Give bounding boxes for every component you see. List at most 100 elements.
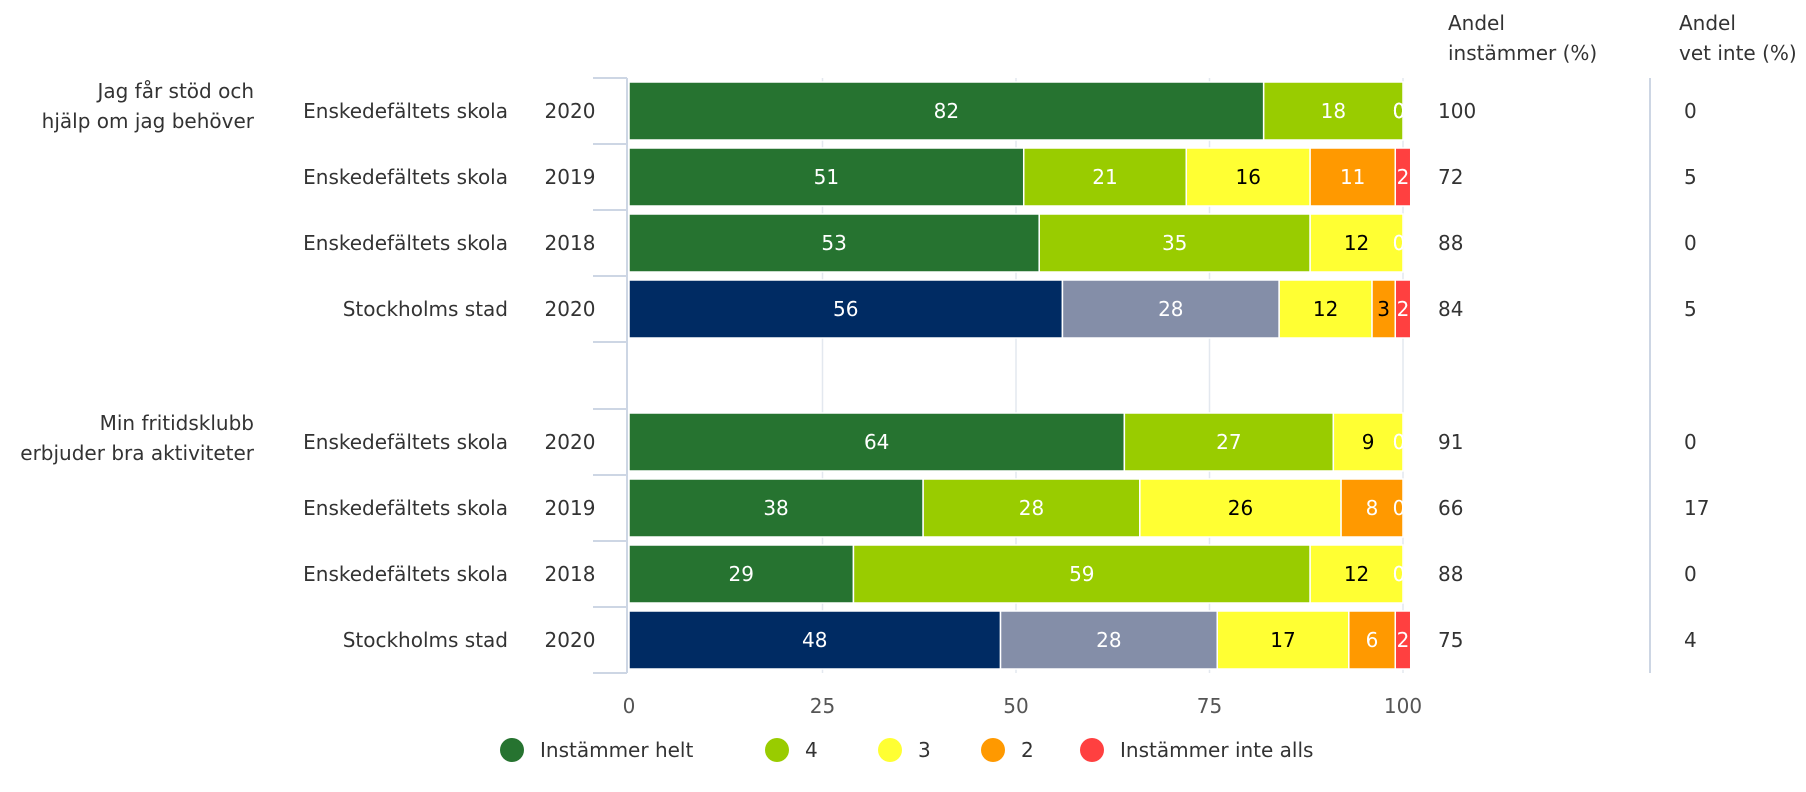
bar-segment: [1309, 213, 1404, 273]
dontknow-share-value: 0: [1684, 99, 1697, 123]
summary-columns: 100 0 72 5 88 0 84 5 91 0 66 17 88 0 75 4 Andel instämmer…: [1438, 11, 1797, 673]
bar-value-label: 56: [833, 297, 858, 321]
bar-segment: [1278, 279, 1373, 339]
row-year-label: 2019: [545, 165, 596, 189]
bar-segment: [1394, 279, 1412, 339]
legend-swatch: [765, 738, 789, 762]
bar-value-label: 26: [1228, 496, 1253, 520]
x-tick-label: 100: [1384, 694, 1422, 718]
bar-segment: [628, 544, 855, 604]
legend-item[interactable]: Instämmer helt: [500, 738, 693, 762]
bar-value-label: 0: [1393, 430, 1406, 454]
row-year-label: 2020: [545, 430, 596, 454]
legend-swatch: [1080, 738, 1104, 762]
row-year-label: 2020: [545, 99, 596, 123]
legend-label: 4: [805, 738, 818, 762]
agree-column-header: Andel: [1448, 11, 1505, 35]
bar-value-label: 0: [1393, 231, 1406, 255]
row-school-label: Stockholms stad: [343, 297, 508, 321]
bar-segment: [1394, 147, 1412, 207]
row-school-label: Enskedefältets skola: [303, 496, 508, 520]
bar-value-label: 82: [934, 99, 959, 123]
agree-share-value: 66: [1438, 496, 1463, 520]
bar-segment: [1309, 544, 1404, 604]
agree-share-value: 88: [1438, 231, 1463, 255]
bar-value-label: 0: [1393, 430, 1406, 454]
row-year-label: 2019: [545, 496, 596, 520]
bar-value-label: 28: [1019, 496, 1044, 520]
agree-share-value: 72: [1438, 165, 1463, 189]
bar-value-label: 6: [1366, 628, 1379, 652]
bar-value-label: 27: [1216, 430, 1241, 454]
bar-segment: [1348, 610, 1397, 670]
bar-value-label: 9: [1362, 430, 1375, 454]
bar-value-label: 0: [1393, 99, 1406, 123]
x-tick-label: 0: [623, 694, 636, 718]
bar-value-label: 0: [1393, 562, 1406, 586]
bar-value-label: 38: [763, 496, 788, 520]
row-school-label: Enskedefältets skola: [303, 562, 508, 586]
legend-item[interactable]: 2: [981, 738, 1034, 762]
bar-segment: [628, 610, 1002, 670]
row-year-label: 2020: [545, 297, 596, 321]
legend-item[interactable]: 4: [765, 738, 818, 762]
bar-value-label: 0: [1393, 99, 1406, 123]
row-school-label: Stockholms stad: [343, 628, 508, 652]
bar-segment: [628, 81, 1265, 141]
bar-segment: [628, 279, 1064, 339]
legend-item[interactable]: Instämmer inte alls: [1080, 738, 1313, 762]
row-school-label: Enskedefältets skola: [303, 231, 508, 255]
bar-value-label: 0: [1393, 496, 1406, 520]
bar-segment: [1394, 610, 1412, 670]
dontknow-column-header: vet inte (%): [1679, 41, 1797, 65]
bar-segment: [1262, 81, 1404, 141]
bar-segment: [1123, 412, 1335, 472]
bar-value-label: 12: [1344, 562, 1369, 586]
bar-value-label: 0: [1393, 99, 1406, 123]
legend: Instämmer helt 4 3 2 Instämmer inte alls: [500, 738, 1313, 762]
bar-value-label: 51: [814, 165, 839, 189]
bar-segment: [1139, 478, 1342, 538]
bar-value-label: 28: [1096, 628, 1121, 652]
bar-segment: [1340, 478, 1404, 538]
agree-column-header: instämmer (%): [1448, 41, 1597, 65]
bar-segment: [852, 544, 1311, 604]
bar-segment: [1038, 213, 1311, 273]
row-school-label: Enskedefältets skola: [303, 99, 508, 123]
dontknow-column-header: Andel: [1679, 11, 1736, 35]
bar-value-label: 0: [1393, 562, 1406, 586]
question-label: hjälp om jag behöver: [42, 109, 255, 133]
agree-share-value: 91: [1438, 430, 1463, 454]
bar-value-label: 2: [1397, 628, 1410, 652]
bar-segment: [1022, 147, 1188, 207]
bar-value-label: 12: [1344, 231, 1369, 255]
bar-value-label: 8: [1366, 496, 1379, 520]
x-tick-label: 25: [810, 694, 835, 718]
agree-share-value: 84: [1438, 297, 1463, 321]
bar-value-label: 2: [1397, 297, 1410, 321]
bar-value-label: 0: [1393, 231, 1406, 255]
bar-value-label: 3: [1377, 297, 1390, 321]
bar-segment: [1185, 147, 1311, 207]
bar-segment: [628, 147, 1025, 207]
legend-swatch: [878, 738, 902, 762]
bar-segment: [1309, 147, 1397, 207]
legend-label: Instämmer inte alls: [1120, 738, 1313, 762]
legend-label: 3: [918, 738, 931, 762]
dontknow-share-value: 17: [1684, 496, 1709, 520]
x-tick-label: 50: [1003, 694, 1028, 718]
legend-swatch: [500, 738, 524, 762]
legend-item[interactable]: 3: [878, 738, 931, 762]
agree-share-value: 75: [1438, 628, 1463, 652]
row-school-label: Enskedefältets skola: [303, 165, 508, 189]
bar-value-label: 59: [1069, 562, 1094, 586]
row-school-label: Enskedefältets skola: [303, 430, 508, 454]
bar-value-label: 2: [1397, 165, 1410, 189]
row-year-label: 2018: [545, 231, 596, 255]
agree-share-value: 88: [1438, 562, 1463, 586]
legend-label: Instämmer helt: [540, 738, 693, 762]
bar-value-label: 21: [1092, 165, 1117, 189]
bar-value-label: 11: [1340, 165, 1365, 189]
